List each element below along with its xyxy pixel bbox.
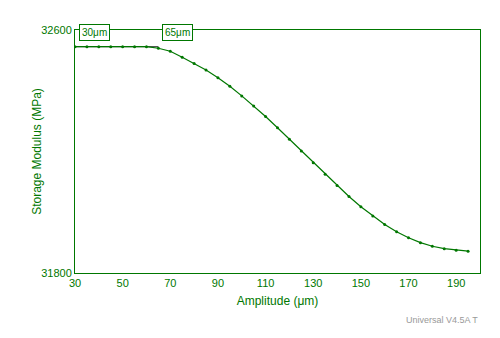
- svg-text:30μm: 30μm: [82, 27, 107, 38]
- svg-text:50: 50: [117, 277, 129, 289]
- svg-text:130: 130: [304, 277, 322, 289]
- svg-text:31800: 31800: [41, 267, 72, 279]
- svg-text:Amplitude (μm): Amplitude (μm): [237, 294, 319, 308]
- svg-text:30: 30: [69, 277, 81, 289]
- svg-text:190: 190: [447, 277, 465, 289]
- svg-text:150: 150: [352, 277, 370, 289]
- svg-text:90: 90: [212, 277, 224, 289]
- svg-text:110: 110: [257, 277, 275, 289]
- svg-text:65μm: 65μm: [165, 27, 190, 38]
- svg-text:Universal V4.5A T: Universal V4.5A T: [406, 315, 478, 325]
- svg-text:70: 70: [164, 277, 176, 289]
- svg-text:170: 170: [399, 277, 417, 289]
- svg-text:Storage Modulus (MPa): Storage Modulus (MPa): [30, 88, 44, 215]
- svg-text:32600: 32600: [41, 24, 72, 36]
